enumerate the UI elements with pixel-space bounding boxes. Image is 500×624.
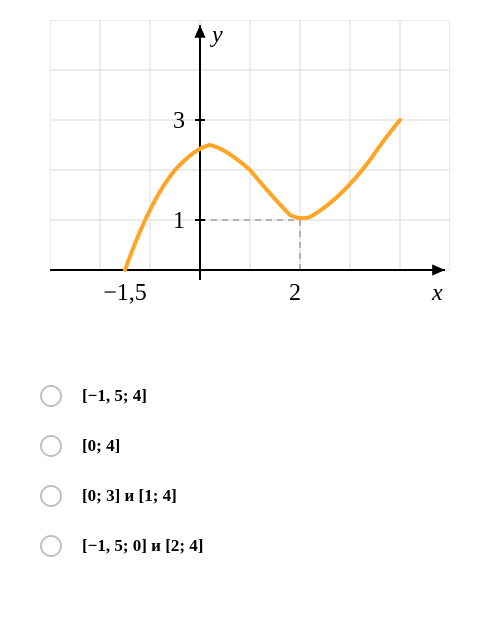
svg-text:3: 3 — [173, 108, 185, 134]
svg-text:1: 1 — [173, 208, 185, 234]
svg-text:y: y — [210, 22, 223, 48]
chart-area: x y −1,5 1 3 2 — [50, 20, 450, 335]
svg-text:−1,5: −1,5 — [103, 280, 147, 306]
option-3[interactable]: [0; 3] и [1; 4] — [40, 485, 480, 507]
svg-text:2: 2 — [289, 280, 301, 306]
option-4[interactable]: [−1, 5; 0] и [2; 4] — [40, 535, 480, 557]
svg-text:x: x — [431, 280, 443, 306]
option-label: [0; 4] — [82, 436, 120, 456]
radio-icon — [40, 385, 62, 407]
option-label: [0; 3] и [1; 4] — [82, 486, 177, 506]
curve-chart: x y −1,5 1 3 2 — [50, 20, 450, 330]
option-label: [−1, 5; 0] и [2; 4] — [82, 536, 203, 556]
option-1[interactable]: [−1, 5; 4] — [40, 385, 480, 407]
answer-options: [−1, 5; 4] [0; 4] [0; 3] и [1; 4] [−1, 5… — [20, 385, 480, 557]
radio-icon — [40, 435, 62, 457]
radio-icon — [40, 535, 62, 557]
option-2[interactable]: [0; 4] — [40, 435, 480, 457]
radio-icon — [40, 485, 62, 507]
option-label: [−1, 5; 4] — [82, 386, 147, 406]
